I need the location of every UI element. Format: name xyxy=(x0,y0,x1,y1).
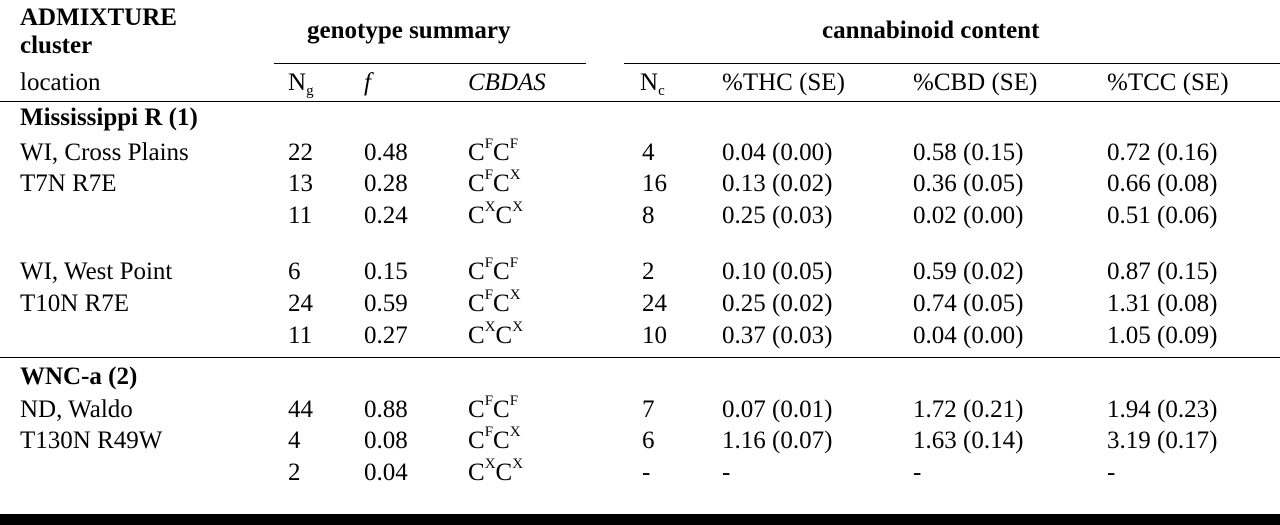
f-cell: 0.04 xyxy=(364,459,408,486)
nc-cell: 7 xyxy=(642,396,655,423)
cbd-cell: 0.04 (0.00) xyxy=(913,322,1024,349)
location-cell: T10N R7E xyxy=(20,290,130,317)
location-label: location xyxy=(20,69,101,96)
cbd-cell: 0.59 (0.02) xyxy=(913,258,1024,285)
location-cell: WI, Cross Plains xyxy=(20,139,189,166)
cbd-cell: 1.63 (0.14) xyxy=(913,427,1024,454)
column-header-cbdas: CBDAS xyxy=(468,69,546,96)
nc-cell: 24 xyxy=(642,290,667,317)
thc-cell: 0.13 (0.02) xyxy=(722,170,833,197)
f-cell: 0.28 xyxy=(364,170,408,197)
cluster-label-line1: ADMIXTURE xyxy=(20,4,177,31)
ng-cell: 22 xyxy=(288,139,313,166)
tcc-cell: 3.19 (0.17) xyxy=(1107,427,1218,454)
column-header-f: f xyxy=(364,69,371,96)
nc-cell: 4 xyxy=(642,139,655,166)
genotype-cell: CFCX xyxy=(468,424,521,455)
f-cell: 0.08 xyxy=(364,427,408,454)
f-cell: 0.15 xyxy=(364,258,408,285)
f-cell: 0.48 xyxy=(364,139,408,166)
nc-cell: 2 xyxy=(642,258,655,285)
genotype-cell: CXCX xyxy=(468,456,524,487)
ng-cell: 24 xyxy=(288,290,313,317)
cannabinoid-group-rule xyxy=(624,63,1280,64)
genotype-cell: CXCX xyxy=(468,319,524,350)
section-title-wnc-a: WNC-a (2) xyxy=(20,363,138,390)
section-title-mississippi: Mississippi R (1) xyxy=(20,104,198,131)
ng-cell: 44 xyxy=(288,396,313,423)
genotype-cell: CXCX xyxy=(468,199,524,230)
nc-cell: 8 xyxy=(642,202,655,229)
genotype-group-rule xyxy=(274,63,586,64)
cbd-cell: - xyxy=(913,459,922,486)
cbd-cell: 0.02 (0.00) xyxy=(913,202,1024,229)
thc-cell: - xyxy=(722,459,731,486)
genotype-cell: CFCX xyxy=(468,287,521,318)
f-cell: 0.88 xyxy=(364,396,408,423)
genotype-cell: CFCF xyxy=(468,393,519,424)
genotype-cell: CFCF xyxy=(468,136,519,167)
f-cell: 0.59 xyxy=(364,290,408,317)
thc-cell: 0.25 (0.03) xyxy=(722,202,833,229)
nc-cell: 16 xyxy=(642,170,667,197)
location-cell: T130N R49W xyxy=(20,427,163,454)
genotype-cell: CFCX xyxy=(468,167,521,198)
location-cell: T7N R7E xyxy=(20,170,117,197)
tcc-cell: 1.05 (0.09) xyxy=(1107,322,1218,349)
f-cell: 0.24 xyxy=(364,202,408,229)
column-header-cbd: %CBD (SE) xyxy=(913,69,1038,96)
thc-cell: 0.37 (0.03) xyxy=(722,322,833,349)
ng-cell: 6 xyxy=(288,258,301,285)
tcc-cell: 0.66 (0.08) xyxy=(1107,170,1218,197)
ng-cell: 13 xyxy=(288,170,313,197)
location-cell: WI, West Point xyxy=(20,258,173,285)
column-header-tcc: %TCC (SE) xyxy=(1107,69,1229,96)
tcc-cell: 1.31 (0.08) xyxy=(1107,290,1218,317)
genotype-summary-heading: genotype summary xyxy=(307,17,511,44)
cbd-cell: 0.36 (0.05) xyxy=(913,170,1024,197)
f-cell: 0.27 xyxy=(364,322,408,349)
tcc-cell: - xyxy=(1107,459,1116,486)
thc-cell: 1.16 (0.07) xyxy=(722,427,833,454)
tcc-cell: 0.72 (0.16) xyxy=(1107,139,1218,166)
cbd-cell: 1.72 (0.21) xyxy=(913,396,1024,423)
column-header-thc: %THC (SE) xyxy=(722,69,845,96)
genotype-cell: CFCF xyxy=(468,255,519,286)
nc-cell: - xyxy=(642,459,651,486)
header-bottom-rule xyxy=(0,101,1280,102)
tcc-cell: 1.94 (0.23) xyxy=(1107,396,1218,423)
cbd-cell: 0.58 (0.15) xyxy=(913,139,1024,166)
cannabinoid-content-heading: cannabinoid content xyxy=(822,17,1040,44)
location-cell: ND, Waldo xyxy=(20,396,133,423)
cluster-label-line2: cluster xyxy=(20,32,93,59)
tcc-cell: 0.87 (0.15) xyxy=(1107,258,1218,285)
thc-cell: 0.25 (0.02) xyxy=(722,290,833,317)
thc-cell: 0.10 (0.05) xyxy=(722,258,833,285)
nc-cell: 6 xyxy=(642,427,655,454)
ng-cell: 2 xyxy=(288,459,301,486)
ng-cell: 4 xyxy=(288,427,301,454)
cbd-cell: 0.74 (0.05) xyxy=(913,290,1024,317)
column-header-nc: Nc xyxy=(640,69,665,99)
nc-cell: 10 xyxy=(642,322,667,349)
thc-cell: 0.04 (0.00) xyxy=(722,139,833,166)
section-divider-rule xyxy=(0,357,1280,358)
column-header-ng: Ng xyxy=(288,69,314,99)
ng-cell: 11 xyxy=(288,322,313,349)
tcc-cell: 0.51 (0.06) xyxy=(1107,202,1218,229)
thc-cell: 0.07 (0.01) xyxy=(722,396,833,423)
table-bottom-rule xyxy=(0,514,1280,525)
ng-cell: 11 xyxy=(288,202,313,229)
